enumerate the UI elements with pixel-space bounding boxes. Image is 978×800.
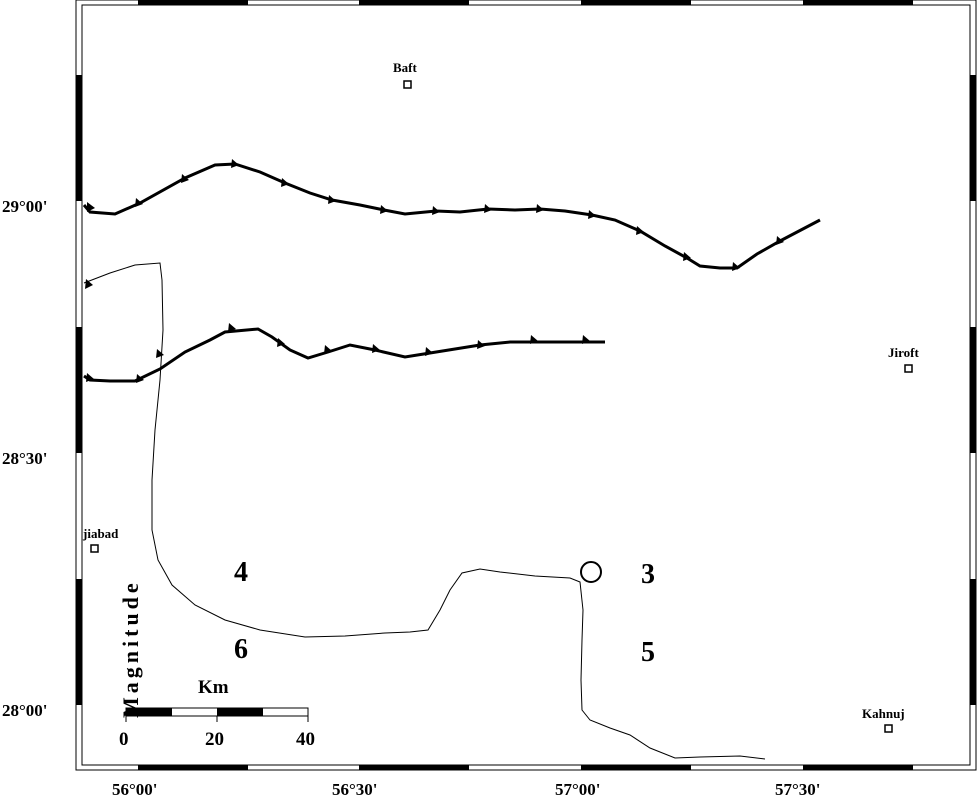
scalebar-segment (126, 708, 172, 716)
region-boundary (83, 262, 766, 760)
city-jiroft: Jiroft (888, 345, 919, 373)
scalebar: Km 0 20 40 (119, 677, 315, 750)
magnitude-label-4: 4 (234, 557, 248, 588)
city-label-jiroft: Jiroft (888, 345, 919, 360)
epicenter-circle (580, 561, 602, 583)
scalebar-tick-label-0: 0 (119, 729, 129, 750)
city-baft: Baft (393, 60, 418, 89)
city-marker (904, 364, 913, 373)
map-frame-outer (75, 0, 977, 771)
city-jiabad: jiabad (82, 526, 119, 553)
lon-label-57-00: 57°00' (555, 780, 601, 799)
magnitude-label-6: 6 (234, 634, 248, 665)
scalebar-tick-label-40: 40 (296, 729, 315, 750)
scalebar-tick-label-20: 20 (205, 729, 224, 750)
lon-label-57-30: 57°30' (775, 780, 821, 799)
lat-label-29-00: 29°00' (2, 197, 48, 216)
city-marker (90, 544, 99, 553)
lat-label-28-30: 28°30' (2, 449, 48, 468)
city-label-kahnuj: Kahnuj (862, 706, 905, 721)
fault-line-north-teeth (87, 159, 784, 271)
map-frame-inner (81, 4, 971, 766)
city-marker (403, 80, 412, 89)
scalebar-unit: Km (198, 677, 229, 698)
lat-label-28-00: 28°00' (2, 701, 48, 720)
lon-label-56-00: 56°00' (112, 780, 158, 799)
legend-title-magnitude: Magnitude (118, 579, 143, 718)
city-marker (884, 724, 893, 733)
city-label-baft: Baft (393, 60, 418, 75)
magnitude-label-3: 3 (641, 559, 655, 590)
city-kahnuj: Kahnuj (862, 706, 905, 733)
lon-label-56-30: 56°30' (332, 780, 378, 799)
fault-line-south-teeth (86, 323, 590, 383)
fault-line-north (82, 162, 821, 270)
frame-border-ticks (76, 0, 976, 770)
scalebar-segment (217, 708, 263, 716)
city-label-jiabad: jiabad (82, 526, 119, 541)
fault-line-south (83, 327, 605, 383)
magnitude-label-5: 5 (641, 637, 655, 668)
